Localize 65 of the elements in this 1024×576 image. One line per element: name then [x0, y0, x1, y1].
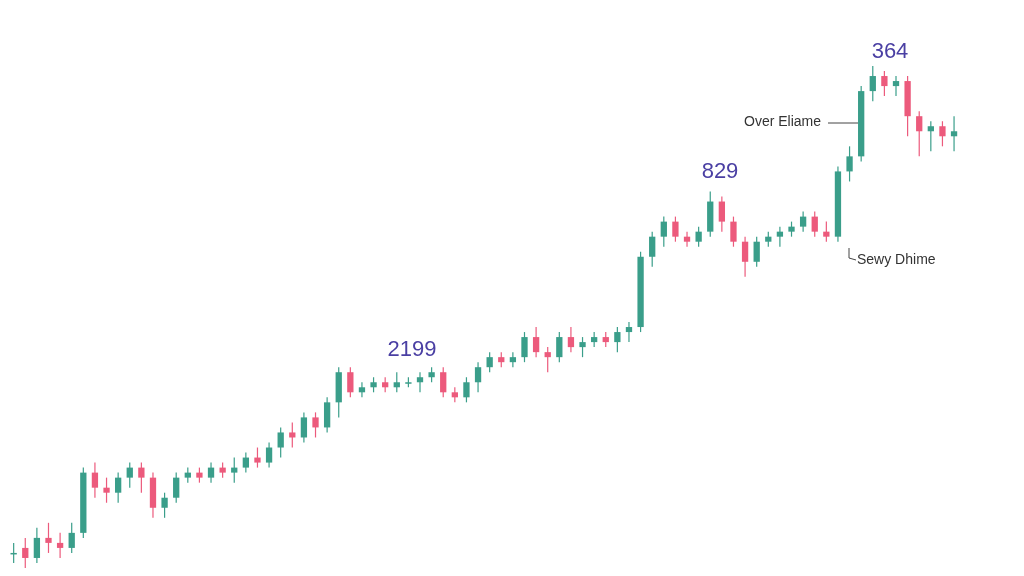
candlestick — [358, 381, 366, 398]
candlestick — [231, 456, 238, 484]
candlestick — [33, 527, 41, 564]
candlestick — [881, 70, 888, 97]
candlestick — [254, 446, 261, 469]
candlestick — [22, 537, 29, 568]
candlestick — [869, 66, 876, 102]
candlestick — [811, 210, 818, 238]
candlestick — [591, 331, 598, 348]
candlestick — [161, 492, 168, 519]
candlestick — [950, 115, 958, 152]
candlestick — [312, 411, 319, 439]
candlestick — [474, 361, 482, 393]
candlestick — [68, 522, 75, 554]
candlestick — [416, 371, 424, 393]
candlestick — [718, 195, 726, 233]
candlestick — [614, 326, 621, 353]
candlestick — [265, 441, 273, 469]
candlestick — [56, 532, 64, 559]
candlestick — [892, 75, 900, 97]
candlestick — [126, 461, 133, 489]
candlestick — [440, 366, 447, 398]
text: 364 — [871, 38, 909, 63]
candlestick — [939, 120, 946, 147]
candlestick — [916, 110, 923, 157]
candlestick — [579, 336, 586, 358]
candlestick — [683, 231, 691, 248]
candlestick — [799, 210, 807, 233]
candlestick — [544, 346, 551, 373]
annotation: 829 — [701, 158, 739, 183]
candlestick — [776, 226, 784, 248]
candlestick — [300, 411, 308, 444]
annotation: Sewy Dhime — [857, 251, 936, 267]
candlestick — [91, 461, 99, 499]
candlestick — [347, 366, 354, 398]
candlestick — [45, 522, 52, 554]
candlestick — [660, 216, 667, 248]
candlestick — [823, 221, 830, 243]
annotation: 2199 — [387, 336, 437, 361]
candlestick — [753, 236, 760, 268]
candlestick — [730, 216, 737, 248]
candlestick — [289, 421, 296, 449]
candlestick — [393, 371, 400, 393]
candlestick — [509, 351, 517, 368]
candlestick — [521, 331, 528, 363]
candlestick — [463, 376, 470, 403]
candlestick — [115, 472, 122, 504]
candlestick — [741, 236, 749, 278]
annotation: Over Eliame — [744, 113, 822, 129]
candlestick — [486, 351, 493, 373]
candlestick — [695, 226, 702, 248]
candlestick — [625, 321, 633, 343]
candlestick — [277, 426, 284, 459]
candlestick — [672, 216, 679, 243]
candlestick — [567, 326, 575, 353]
candlestick — [556, 331, 563, 363]
candlestick — [927, 120, 934, 152]
candlestick — [649, 231, 656, 268]
candlestick — [173, 472, 180, 504]
candlestick — [242, 451, 250, 474]
candlestick — [532, 326, 540, 358]
candlestick — [103, 477, 110, 504]
candlestick — [138, 461, 145, 494]
candlestick — [846, 145, 853, 183]
candlestick — [207, 461, 215, 484]
